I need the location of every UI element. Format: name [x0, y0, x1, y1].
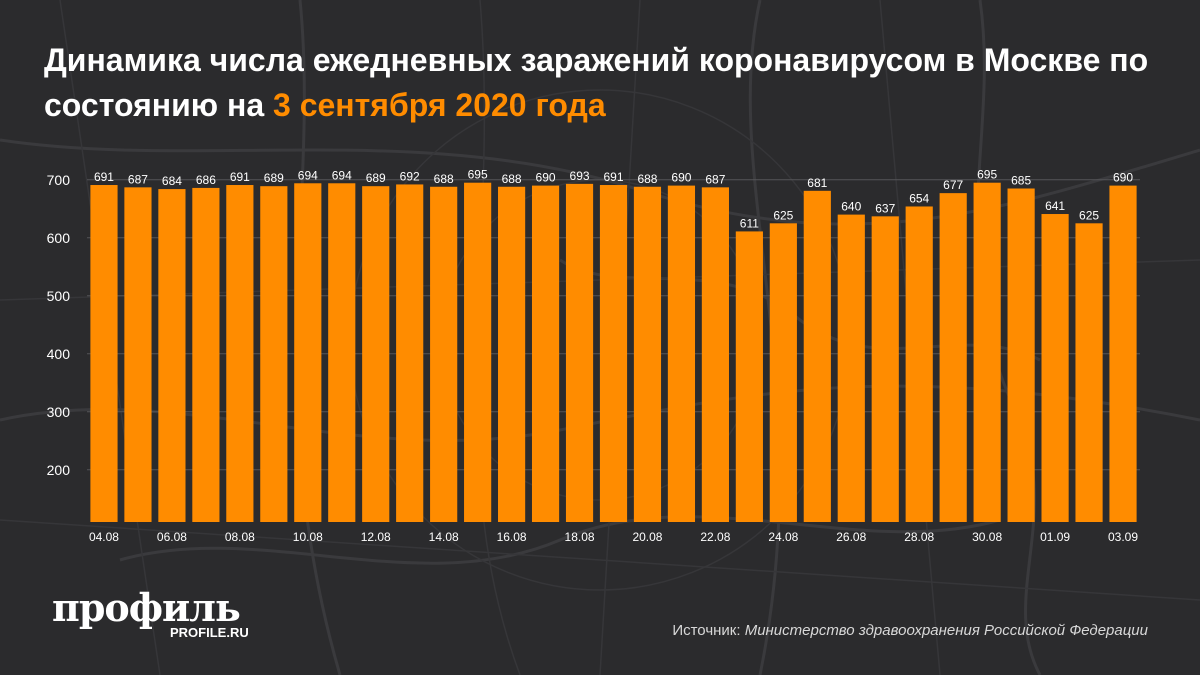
- bar-16.08: [498, 186, 526, 522]
- value-label: 685: [1011, 174, 1031, 188]
- value-label: 654: [909, 191, 929, 205]
- value-label: 641: [1045, 199, 1065, 213]
- bar-15.08: [464, 182, 492, 522]
- bar-18.08: [565, 183, 594, 523]
- bar-07.08: [192, 187, 220, 523]
- value-label: 694: [332, 168, 352, 182]
- value-label: 625: [1079, 208, 1099, 222]
- bar-26.08: [837, 214, 865, 522]
- value-labels: 691 687 684 686 691 689 694 694 689 692 688 695 688 6…: [94, 168, 1133, 231]
- x-tick-label: 14.08: [429, 530, 459, 544]
- chart-title: Динамика числа ежедневных заражений коро…: [44, 38, 1164, 128]
- bar-03.09: [1109, 185, 1137, 522]
- value-label: 694: [298, 168, 318, 182]
- x-tick-label: 18.08: [565, 530, 595, 544]
- y-tick-label: 600: [47, 230, 71, 246]
- value-label: 692: [400, 169, 420, 183]
- value-label: 677: [943, 178, 963, 192]
- bar-09.08: [260, 186, 288, 522]
- y-tick-label: 300: [47, 404, 71, 420]
- value-label: 688: [502, 172, 522, 186]
- y-tick-label: 200: [47, 462, 71, 478]
- value-label: 686: [196, 173, 216, 187]
- bar-29.08: [939, 193, 967, 522]
- bar-12.08: [362, 186, 390, 522]
- bar-17.08: [531, 185, 560, 522]
- x-tick-label: 28.08: [904, 530, 934, 544]
- value-label: 681: [807, 176, 827, 190]
- bar-19.08: [599, 185, 628, 522]
- bar-05.08: [124, 187, 152, 522]
- value-label: 688: [637, 172, 657, 186]
- x-tick-label: 08.08: [225, 530, 255, 544]
- bar-24.08: [769, 223, 797, 523]
- source-name: Министерство здравоохранения Российской …: [744, 622, 1148, 639]
- bar-22.08: [701, 187, 729, 522]
- value-label: 691: [94, 170, 114, 184]
- y-tick-label: 500: [47, 288, 71, 304]
- bar-23.08: [735, 231, 763, 523]
- value-label: 640: [841, 200, 861, 214]
- value-label: 690: [671, 171, 691, 185]
- y-tick-label: 400: [47, 346, 71, 362]
- value-label: 690: [1113, 171, 1133, 185]
- title-main: Динамика числа ежедневных заражений коро…: [44, 42, 1149, 123]
- x-tick-label: 10.08: [293, 530, 323, 544]
- x-tick-label: 06.08: [157, 530, 187, 544]
- bar-08.08: [226, 185, 254, 522]
- x-tick-label: 26.08: [836, 530, 866, 544]
- source-note: Источник: Министерство здравоохранения Р…: [672, 622, 1148, 639]
- y-axis-labels: 200 300 400 500 600 700: [47, 172, 71, 478]
- bar-06.08: [158, 189, 186, 522]
- source-label: Источник:: [672, 622, 741, 639]
- x-tick-label: 22.08: [700, 530, 730, 544]
- value-label: 684: [162, 174, 182, 188]
- value-label: 637: [875, 201, 895, 215]
- title-date: 3 сентября 2020 года: [273, 87, 606, 123]
- value-label: 689: [366, 171, 386, 185]
- bars: [90, 182, 1137, 523]
- value-label: 611: [740, 216, 759, 230]
- bar-20.08: [633, 186, 662, 522]
- x-tick-label: 16.08: [497, 530, 527, 544]
- value-label: 695: [468, 168, 488, 182]
- y-tick-label: 700: [47, 172, 71, 188]
- value-label: 687: [128, 172, 148, 186]
- bar-13.08: [396, 184, 424, 522]
- bar-31.08: [1007, 188, 1035, 522]
- value-label: 691: [230, 170, 250, 184]
- value-label: 689: [264, 171, 284, 185]
- bar-28.08: [905, 206, 933, 523]
- x-tick-label: 20.08: [632, 530, 662, 544]
- value-label: 687: [705, 172, 725, 186]
- bar-11.08: [328, 183, 356, 522]
- x-tick-label: 01.09: [1040, 530, 1070, 544]
- profil-logo: профиль: [52, 585, 241, 630]
- bar-25.08: [803, 190, 831, 522]
- value-label: 693: [570, 169, 590, 183]
- bar-27.08: [871, 216, 899, 522]
- value-label: 691: [603, 170, 623, 184]
- x-axis-labels: 04.08 06.08 08.08 10.08 12.08 14.08 16.08 18.08…: [89, 530, 1138, 544]
- bar-02.09: [1075, 223, 1103, 523]
- x-tick-label: 03.09: [1108, 530, 1138, 544]
- x-tick-label: 12.08: [361, 530, 391, 544]
- value-label: 690: [536, 171, 556, 185]
- value-label: 695: [977, 168, 997, 182]
- x-tick-label: 04.08: [89, 530, 119, 544]
- x-tick-label: 24.08: [768, 530, 798, 544]
- bar-30.08: [973, 182, 1001, 522]
- logo-site: PROFILE.RU: [170, 625, 249, 640]
- value-label: 688: [434, 172, 454, 186]
- x-tick-label: 30.08: [972, 530, 1002, 544]
- bar-04.08: [90, 185, 118, 522]
- bar-21.08: [667, 185, 696, 522]
- bar-14.08: [430, 186, 458, 522]
- value-label: 625: [773, 208, 793, 222]
- bar-01.09: [1041, 214, 1069, 522]
- bar-10.08: [294, 183, 322, 522]
